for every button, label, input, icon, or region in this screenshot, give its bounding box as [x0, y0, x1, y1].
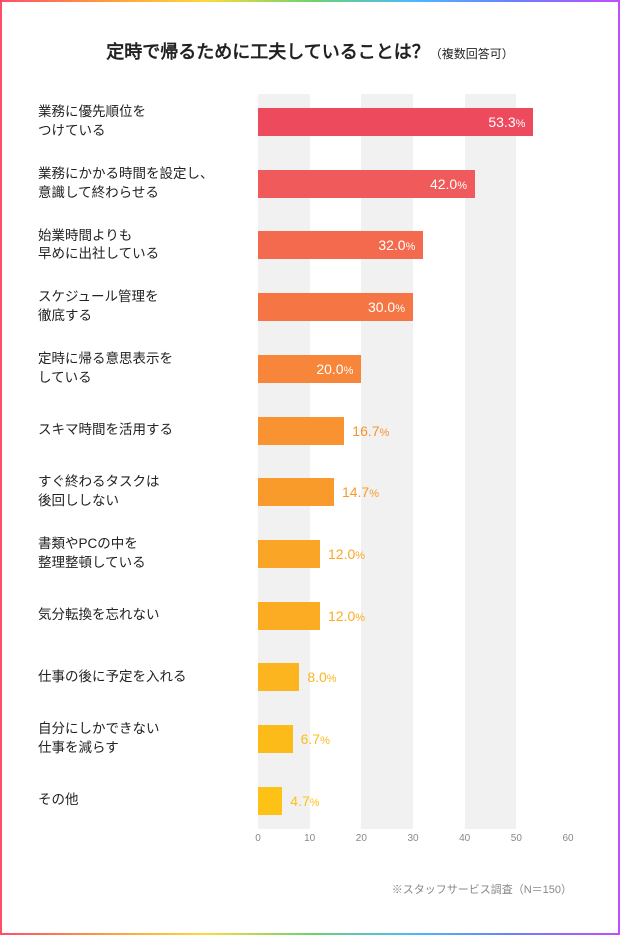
bar-value: 6.7% [293, 731, 330, 747]
bar-track: 4.7% [258, 787, 568, 815]
x-tick: 20 [356, 833, 367, 844]
x-tick: 50 [511, 833, 522, 844]
bar-track: 20.0% [258, 355, 568, 383]
bar [258, 663, 299, 691]
x-tick: 30 [407, 833, 418, 844]
bar-value: 14.7% [334, 484, 379, 500]
bar-track: 12.0% [258, 540, 568, 568]
bar-row: 気分転換を忘れない 12.0% [38, 594, 568, 638]
bar-label: 書類やPCの中を 整理整頓している [38, 535, 258, 573]
bar-label: 気分転換を忘れない [38, 606, 258, 625]
bar-value: 42.0% [430, 176, 475, 192]
x-tick: 60 [562, 833, 573, 844]
chart-title: 定時で帰るために工夫していることは？（複数回答可） [2, 38, 618, 64]
bar-value: 12.0% [320, 608, 365, 624]
bar-value: 20.0% [316, 361, 361, 377]
bar-row: スケジュール管理を 徹底する 30.0% [38, 285, 568, 329]
bar-value: 4.7% [282, 793, 319, 809]
bar-row: スキマ時間を活用する 16.7% [38, 409, 568, 453]
bar [258, 787, 282, 815]
chart-frame: 定時で帰るために工夫していることは？（複数回答可） 業務に優先順位を つけている… [0, 0, 620, 935]
x-tick: 0 [255, 833, 261, 844]
bar-row: すぐ終わるタスクは 後回ししない 14.7% [38, 470, 568, 514]
title-note: （複数回答可） [430, 47, 514, 61]
bar-label: 仕事の後に予定を入れる [38, 668, 258, 687]
x-axis: 0102030405060 [258, 833, 568, 847]
bar-rows: 業務に優先順位を つけている 53.3% 業務にかかる時間を設定し、 意識して終わら… [38, 100, 568, 823]
bar-row: 始業時間よりも 早めに出社している 32.0% [38, 223, 568, 267]
bar-label: 業務に優先順位を つけている [38, 103, 258, 141]
bar-label: スキマ時間を活用する [38, 421, 258, 440]
bar-track: 12.0% [258, 602, 568, 630]
bar [258, 602, 320, 630]
bar [258, 540, 320, 568]
bar-track: 8.0% [258, 663, 568, 691]
bar [258, 417, 344, 445]
bar-track: 6.7% [258, 725, 568, 753]
title-text: 定時で帰るために工夫していることは？ [106, 42, 429, 62]
bar-value: 30.0% [368, 299, 413, 315]
footnote: ※スタッフサービス調査（N＝150） [392, 881, 572, 897]
bar-track: 16.7% [258, 417, 568, 445]
bar-value: 16.7% [344, 423, 389, 439]
bar-row: その他 4.7% [38, 779, 568, 823]
bar-value: 32.0% [378, 237, 423, 253]
bar-label: 業務にかかる時間を設定し、 意識して終わらせる [38, 165, 258, 203]
bar-label: 定時に帰る意思表示を している [38, 350, 258, 388]
bar-value: 8.0% [299, 669, 336, 685]
bar-track: 14.7% [258, 478, 568, 506]
bar-track: 53.3% [258, 108, 568, 136]
bar-label: スケジュール管理を 徹底する [38, 288, 258, 326]
x-tick: 40 [459, 833, 470, 844]
bar-label: すぐ終わるタスクは 後回ししない [38, 473, 258, 511]
bar-row: 書類やPCの中を 整理整頓している 12.0% [38, 532, 568, 576]
bar-value: 12.0% [320, 546, 365, 562]
bar-row: 自分にしかできない 仕事を減らす 6.7% [38, 717, 568, 761]
bar-label: 自分にしかできない 仕事を減らす [38, 720, 258, 758]
bar-row: 業務に優先順位を つけている 53.3% [38, 100, 568, 144]
chart-area: 業務に優先順位を つけている 53.3% 業務にかかる時間を設定し、 意識して終わら… [38, 94, 588, 853]
bar-row: 定時に帰る意思表示を している 20.0% [38, 347, 568, 391]
bar-value: 53.3% [488, 114, 533, 130]
bar [258, 478, 334, 506]
bar [258, 725, 293, 753]
bar-label: 始業時間よりも 早めに出社している [38, 227, 258, 265]
bar-row: 仕事の後に予定を入れる 8.0% [38, 655, 568, 699]
bar-label: その他 [38, 791, 258, 810]
x-tick: 10 [304, 833, 315, 844]
bar-row: 業務にかかる時間を設定し、 意識して終わらせる 42.0% [38, 162, 568, 206]
bar-track: 32.0% [258, 231, 568, 259]
bar-track: 30.0% [258, 293, 568, 321]
bar-track: 42.0% [258, 170, 568, 198]
